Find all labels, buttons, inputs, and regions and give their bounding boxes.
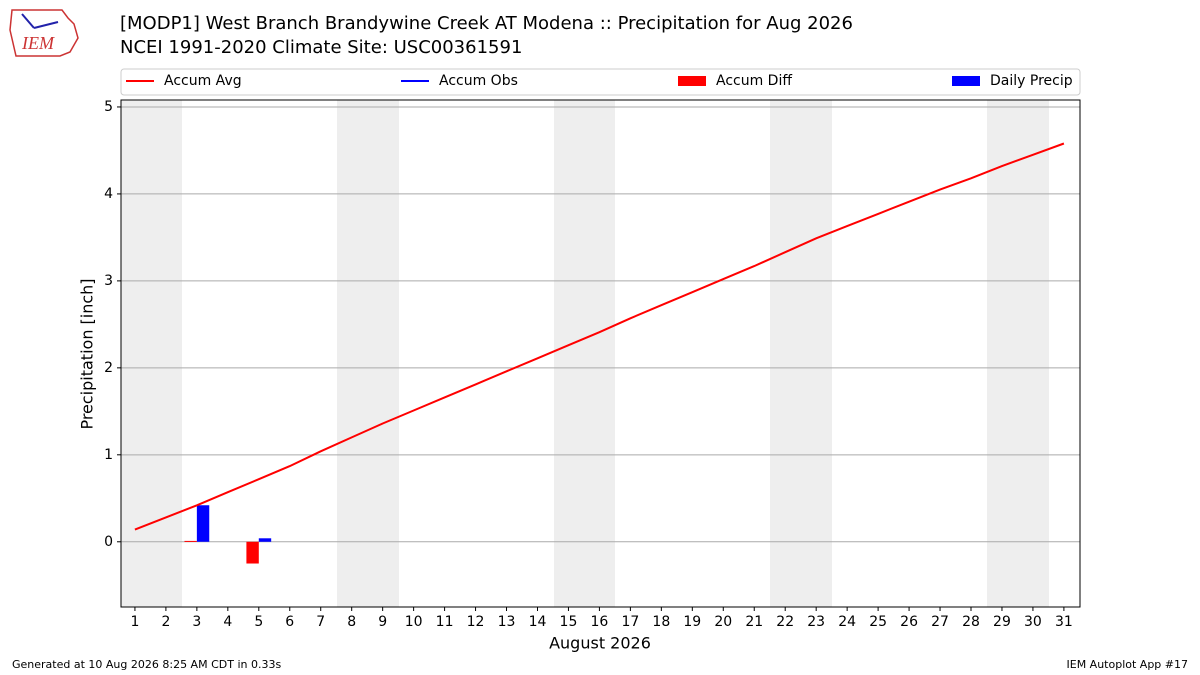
x-tick-label: 19 [683, 614, 701, 630]
x-tick-label: 2 [161, 614, 170, 630]
x-tick-label: 4 [223, 614, 232, 630]
x-tick-label: 27 [931, 614, 949, 630]
legend-label: Accum Obs [439, 73, 518, 89]
plot-frame [120, 99, 1081, 608]
footer-left: Generated at 10 Aug 2026 8:25 AM CDT in … [12, 658, 281, 671]
line [134, 142, 1065, 531]
x-tick-label: 10 [405, 614, 423, 630]
chart-subtitle: NCEI 1991-2020 Climate Site: USC00361591 [120, 37, 522, 58]
logo-text: IEM [21, 33, 55, 53]
x-tick-label: 28 [962, 614, 980, 630]
x-tick-label: 14 [529, 614, 547, 630]
weekend [770, 100, 832, 607]
x-tick-label: 13 [498, 614, 516, 630]
x-tick-label: 31 [1055, 614, 1073, 630]
weekend [337, 100, 399, 607]
legend-label: Accum Avg [164, 73, 242, 89]
x-tick-label: 26 [900, 614, 918, 630]
y-tick-label: 0 [104, 534, 113, 550]
logo-icon [33, 21, 59, 29]
x-tick-label: 16 [591, 614, 609, 630]
x-tick-label: 23 [807, 614, 825, 630]
bar [246, 541, 259, 564]
footer-right: IEM Autoplot App #17 [1067, 658, 1189, 671]
y-tick-label: 5 [104, 99, 113, 115]
legend [120, 68, 1081, 96]
x-tick-label: 22 [776, 614, 794, 630]
x-tick-label: 5 [254, 614, 263, 630]
bar [184, 540, 197, 542]
weekend [554, 100, 615, 607]
x-tick-label: 17 [621, 614, 639, 630]
logo: IEM [9, 9, 79, 57]
y-tick-label: 3 [104, 273, 113, 289]
logo-outline [9, 9, 79, 57]
x-axis-label: August 2026 [549, 634, 651, 653]
x-tick-label: 18 [652, 614, 670, 630]
bar [258, 538, 272, 542]
x-tick-label: 7 [316, 614, 325, 630]
y-tick-label: 2 [104, 360, 113, 376]
chart-title: [MODP1] West Branch Brandywine Creek AT … [120, 13, 853, 34]
legend-swatch [952, 76, 980, 86]
x-tick-label: 21 [745, 614, 763, 630]
weekend [121, 100, 182, 607]
legend-label: Daily Precip [990, 73, 1073, 89]
bar [196, 505, 210, 542]
x-tick-label: 15 [560, 614, 578, 630]
x-tick-label: 24 [838, 614, 856, 630]
y-axis-label: Precipitation [inch] [78, 278, 97, 429]
x-tick-label: 25 [869, 614, 887, 630]
x-tick-label: 30 [1024, 614, 1042, 630]
legend-label: Accum Diff [716, 73, 792, 89]
x-tick-label: 3 [192, 614, 201, 630]
logo-icon [21, 13, 35, 29]
x-tick-label: 11 [436, 614, 454, 630]
x-tick-label: 12 [467, 614, 485, 630]
x-tick-label: 6 [285, 614, 294, 630]
x-tick-label: 9 [378, 614, 387, 630]
x-tick-label: 29 [993, 614, 1011, 630]
weekend [987, 100, 1049, 607]
weekend-shading [121, 100, 1049, 607]
x-tick-label: 8 [347, 614, 356, 630]
y-tick-label: 1 [104, 447, 113, 463]
x-tick-label: 20 [714, 614, 732, 630]
x-tick-label: 1 [130, 614, 139, 630]
y-tick-label: 4 [104, 186, 113, 202]
legend-swatch [678, 76, 706, 86]
